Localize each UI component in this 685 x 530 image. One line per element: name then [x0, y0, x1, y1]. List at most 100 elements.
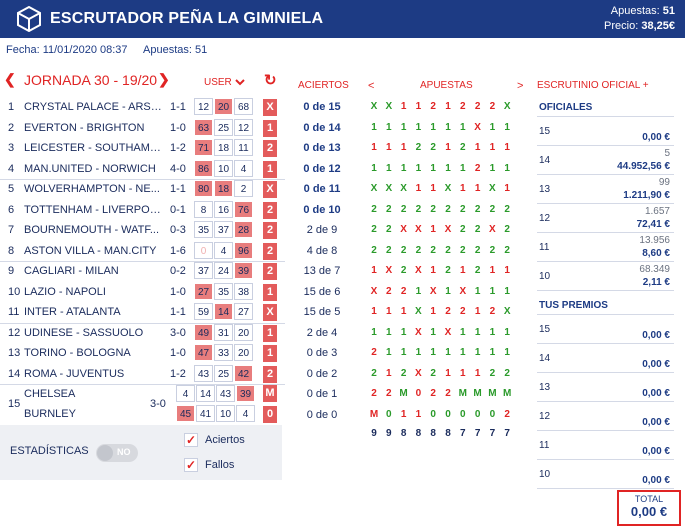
apuesta-cell: 1: [504, 265, 510, 276]
percent-cell: 25: [214, 364, 233, 382]
apuesta-cell: X: [415, 224, 422, 235]
percent-cell: 71: [194, 139, 213, 156]
apuesta-cell: 2: [504, 408, 510, 420]
total-label: TOTAL: [634, 494, 664, 504]
apuesta-cell: 1: [415, 347, 422, 358]
apuesta-cell: 2: [371, 224, 377, 235]
match-table: 1 CRYSTAL PALACE - ARSE... 1-1 12 20 68 X 2 EVER…: [0, 97, 285, 425]
match-score: 1-6: [170, 244, 186, 257]
match-score: 1-0: [170, 347, 186, 359]
apuesta-cell: 2: [371, 388, 377, 399]
result-badge: 1: [263, 160, 277, 178]
apuesta-cell: X: [444, 224, 452, 235]
jornada-prev-button[interactable]: ❮: [4, 71, 16, 87]
oficial-row: 15 0,00 €: [537, 117, 674, 146]
match-number: 9: [8, 265, 15, 277]
percent-cell: 35: [194, 221, 213, 238]
aciertos-cell: 2 de 9: [306, 224, 338, 236]
apuesta-cell: 1: [415, 183, 422, 194]
match-score: 1-1: [170, 101, 186, 113]
percent-cell: 4: [234, 159, 253, 177]
result-badge: 1: [263, 324, 277, 342]
match-score: 0-2: [170, 265, 186, 277]
header-summary: Apuestas: 51 Precio: 38,25€: [604, 4, 675, 34]
user-label: USER: [204, 77, 232, 88]
percent-cell: 43: [216, 385, 235, 402]
percent-cell: 4: [236, 405, 255, 422]
escrutinio-header[interactable]: ESCRUTINIO OFICIAL +: [537, 80, 649, 91]
result-badge: X: [263, 304, 277, 321]
percent-cell: 59: [194, 303, 213, 320]
apuesta-cell: 1: [430, 121, 436, 133]
fallos-checkbox[interactable]: ✓: [184, 458, 198, 472]
result-badge: X: [263, 99, 277, 116]
oficial-count: 13.956: [639, 235, 670, 246]
aciertos-cell: 2 de 4: [306, 326, 338, 339]
apuesta-cell: 1: [504, 183, 510, 194]
apuesta-cell: 2: [445, 388, 451, 399]
oficial-amount: 0,00 €: [642, 132, 670, 143]
apuesta-cell: 1: [430, 265, 436, 276]
apuesta-cell: 1: [371, 306, 377, 317]
row-divider: [0, 261, 285, 262]
apuesta-cell: 1: [386, 326, 392, 338]
apuesta-cell: 2: [504, 244, 510, 256]
percent-cell: 18: [214, 180, 233, 197]
apuesta-cell: 1: [460, 121, 466, 133]
match-score: 4-0: [170, 162, 186, 175]
percent-cell: 25: [214, 118, 233, 136]
apuesta-cell: 2: [504, 224, 510, 235]
oficial-count: 99: [658, 177, 670, 188]
apuesta-cell: 1: [460, 162, 466, 174]
match-number: 12: [8, 326, 21, 339]
apuesta-cell: 1: [460, 367, 466, 379]
match-row: 7 BOURNEMOUTH - WATF... 0-3 35 37 28 2: [0, 220, 285, 241]
premio-row: 11 0,00 €: [537, 431, 674, 460]
apuesta-cell: 1: [489, 285, 496, 297]
apuesta-cell: 1: [460, 183, 466, 194]
user-dropdown[interactable]: USER: [204, 77, 245, 88]
oficiales-list: 15 0,00 € 14 5 44.952,56 € 13 99 1.211,90 € 12 1.…: [537, 117, 674, 291]
apuesta-cell: 0: [460, 408, 466, 420]
apuestas-next-button[interactable]: >: [517, 80, 524, 92]
result-badge: X: [263, 181, 277, 198]
apuesta-cell: 2: [400, 203, 407, 215]
pleno-row: 15 CHELSEA BURNLEY 3-0 4 14 43 39 45 41 10 4 M 0: [0, 384, 285, 425]
apuesta-cell: 0: [445, 408, 451, 420]
percent-cell: 4: [214, 241, 233, 259]
jornada-next-button[interactable]: ❯: [158, 71, 170, 87]
match-name: INTER - ATALANTA: [24, 306, 121, 318]
apuestas-prev-button[interactable]: <: [368, 80, 375, 92]
match-row: 4 MAN.UNITED - NORWICH 4-0 86 10 4 1: [0, 159, 285, 180]
match-name: LEICESTER - SOUTHAMP...: [24, 142, 164, 154]
aciertos-checkbox[interactable]: ✓: [184, 433, 198, 447]
apuesta-cell: 1: [386, 162, 392, 174]
premio-amount: 0,00 €: [642, 359, 670, 370]
apuesta-cell: 1: [415, 408, 422, 420]
stats-toggle[interactable]: NO: [96, 444, 138, 462]
fecha-value: 11/01/2020 08:37: [42, 44, 128, 56]
aciertos-cell: 0 de 1: [306, 388, 338, 400]
apuesta-cell: 1: [371, 265, 377, 276]
aciertos-checkbox-label: Aciertos: [205, 434, 245, 446]
apuesta-cell: 2: [386, 224, 392, 235]
refresh-icon[interactable]: ↻: [264, 72, 277, 89]
result-badge: 2: [263, 242, 277, 260]
apuesta-total: 7: [460, 428, 466, 439]
match-name: MAN.UNITED - NORWICH: [24, 162, 156, 175]
apuesta-cell: 2: [371, 244, 377, 256]
apuesta-total: 7: [504, 428, 510, 439]
row-divider: [0, 384, 285, 385]
premio-row: 13 0,00 €: [537, 373, 674, 402]
apuesta-cell: 1: [474, 183, 481, 194]
percent-cell: 14: [196, 385, 215, 402]
apuesta-cell: 2: [430, 101, 436, 112]
oficial-amount: 44.952,56 €: [617, 161, 670, 172]
match-number: 14: [8, 367, 21, 380]
oficiales-label: OFICIALES: [537, 99, 674, 117]
